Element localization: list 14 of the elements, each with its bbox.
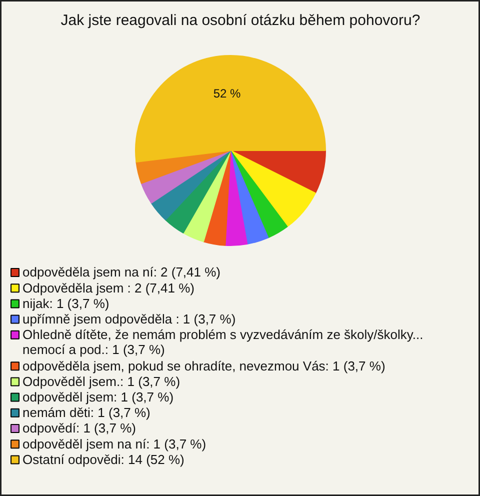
legend-label: Ostatní odpovědi: 14 (52 %)	[22, 452, 184, 467]
legend-label: odpověděl jsem: 1 (3,7 %)	[22, 390, 174, 404]
legend-label: odpověděl jsem na ní: 1 (3,7 %)	[22, 436, 206, 452]
legend-label: Odpověděla jsem : 2 (7,41 %)	[22, 280, 194, 296]
legend-label: Odpověděl jsem.: 1 (3,7 %)	[22, 374, 180, 389]
data-label: 52 %	[213, 86, 242, 101]
legend-label: odpověděla jsem na ní: 2 (7,41 %)	[22, 264, 221, 280]
legend-label: odpověděla jsem, pokud se ohradíte, nevezmou Vás: 1 (3,7 %)	[22, 358, 386, 374]
legend-label: nemám děti: 1 (3,7 %)	[22, 405, 150, 420]
legend-label: upřímně jsem odpověděla : 1 (3,7 %)	[22, 312, 236, 326]
legend-label: Ohledně dítěte, že nemám problém s vyzvedáváním ze školy/školky... nemocí a pod.: 1 (3,7 %)	[22, 327, 424, 358]
chart-title: Jak jste reagovali na osobní otázku během pohovoru?	[60, 12, 420, 29]
legend-label: nijak: 1 (3,7 %)	[22, 296, 110, 311]
legend-label: odpovědí: 1 (3,7 %)	[22, 420, 136, 436]
